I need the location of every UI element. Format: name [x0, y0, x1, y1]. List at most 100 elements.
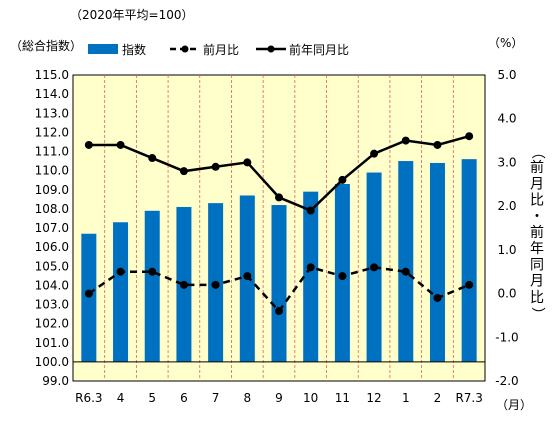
- yoy-point: [148, 154, 157, 163]
- vertical-title-char: ）: [529, 307, 545, 321]
- legend-yoy-marker: [267, 45, 275, 53]
- left-tick-label: 109.0: [35, 183, 69, 197]
- mom-point: [370, 263, 379, 272]
- mom-point: [179, 280, 188, 289]
- right-tick-label: -2.0: [495, 374, 518, 388]
- category-tick-label: 1: [402, 391, 410, 405]
- bar-index: [398, 161, 414, 362]
- mom-point: [243, 272, 252, 281]
- left-tick-label: 104.0: [35, 278, 69, 292]
- category-tick-label: R7.3: [455, 391, 482, 405]
- bar-index: [271, 205, 287, 362]
- right-axis-ticks: -2.0 -1.0 0.0 1.0 2.0 3.0 4.0 5.0: [495, 68, 518, 388]
- category-axis-ticks: R6.3 4 5 6 7 8 9 10 11 12 1 2 R7.3: [75, 391, 483, 405]
- mom-point: [401, 267, 410, 276]
- left-tick-label: 108.0: [35, 202, 69, 216]
- category-tick-label: 6: [180, 391, 188, 405]
- bar-index: [113, 222, 129, 362]
- left-tick-label: 115.0: [35, 68, 69, 82]
- category-tick-label: 11: [335, 391, 350, 405]
- left-tick-label: 111.0: [35, 145, 69, 159]
- yoy-point: [370, 149, 379, 158]
- bar-index: [429, 162, 445, 362]
- yoy-point: [465, 132, 474, 141]
- vertical-title-char: 同: [530, 257, 544, 273]
- left-tick-label: 112.0: [35, 125, 69, 139]
- right-axis-title: （%）: [488, 36, 523, 50]
- yoy-point: [179, 167, 188, 176]
- bar-index: [461, 159, 477, 362]
- vertical-title-char: 月: [530, 274, 544, 290]
- yoy-point: [243, 158, 252, 167]
- category-tick-label: 8: [243, 391, 251, 405]
- mom-point: [211, 280, 220, 289]
- category-tick-label: 12: [366, 391, 381, 405]
- left-tick-label: 101.0: [35, 336, 69, 350]
- legend-index-label: 指数: [122, 42, 146, 57]
- vertical-title-char: 前: [530, 159, 544, 176]
- vertical-title-char: ・: [530, 209, 544, 225]
- yoy-point: [401, 136, 410, 145]
- category-tick-label: 2: [434, 391, 442, 405]
- right-tick-label: 2.0: [497, 199, 516, 213]
- mom-point: [306, 263, 315, 272]
- legend: 指数 前月比 前年同月比: [88, 42, 349, 57]
- left-tick-label: 106.0: [35, 240, 69, 254]
- bar-index: [303, 191, 319, 362]
- left-axis-title: （総合指数）: [10, 38, 82, 53]
- right-tick-label: 5.0: [497, 68, 516, 82]
- vertical-title-char: 月: [530, 176, 544, 192]
- yoy-series: [84, 132, 474, 215]
- left-tick-label: 107.0: [35, 221, 69, 235]
- mom-point: [275, 307, 283, 316]
- bar-index: [144, 210, 160, 362]
- vertical-title-char: （: [529, 145, 545, 159]
- right-tick-label: 1.0: [497, 243, 516, 257]
- category-tick-label: 7: [212, 391, 220, 405]
- category-tick-label: 5: [148, 391, 156, 405]
- legend-mom-marker: [181, 45, 189, 53]
- yoy-point: [275, 193, 283, 202]
- right-axis-vertical-title: （前月比・前年同月比）: [529, 145, 545, 321]
- left-tick-label: 110.0: [35, 164, 69, 178]
- left-tick-label: 103.0: [35, 298, 69, 312]
- mom-point: [465, 280, 474, 289]
- right-tick-label: 3.0: [497, 155, 516, 169]
- bars: [81, 159, 477, 362]
- mom-point: [338, 272, 347, 281]
- left-tick-label: 113.0: [35, 106, 69, 120]
- mom-point: [116, 267, 125, 276]
- vertical-title-char: 比: [530, 193, 544, 209]
- category-tick-label: 4: [117, 391, 125, 405]
- category-tick-label: 10: [303, 391, 318, 405]
- yoy-point: [211, 162, 220, 171]
- mom-point: [433, 293, 442, 302]
- chart-note: （2020年平均=100）: [70, 8, 194, 22]
- yoy-point: [116, 140, 125, 149]
- vertical-title-char: 前: [530, 224, 544, 241]
- right-tick-label: -1.0: [495, 330, 518, 344]
- category-tick-label: 9: [275, 391, 283, 405]
- legend-mom-label: 前月比: [203, 42, 239, 57]
- yoy-point: [84, 140, 93, 149]
- left-tick-label: 102.0: [35, 317, 69, 331]
- yoy-point: [306, 206, 315, 215]
- x-axis-unit: （月）: [496, 398, 532, 412]
- left-tick-label: 105.0: [35, 259, 69, 273]
- right-tick-label: 4.0: [497, 112, 516, 126]
- left-axis-ticks: 99.0 100.0 101.0 102.0 103.0 104.0 105.0 106.0 1…: [35, 68, 69, 388]
- right-tick-label: 0.0: [497, 287, 516, 301]
- vertical-title-char: 比: [530, 290, 544, 306]
- left-tick-label: 99.0: [42, 374, 69, 388]
- yoy-point: [338, 175, 347, 184]
- vertical-title-char: 年: [530, 241, 544, 257]
- legend-bar-swatch: [88, 44, 118, 54]
- mom-point: [84, 289, 93, 298]
- mom-series: [84, 263, 474, 316]
- grid: [104, 75, 454, 381]
- yoy-point: [433, 140, 442, 149]
- left-tick-label: 114.0: [35, 87, 69, 101]
- left-tick-label: 100.0: [35, 355, 69, 369]
- category-tick-label: R6.3: [75, 391, 102, 405]
